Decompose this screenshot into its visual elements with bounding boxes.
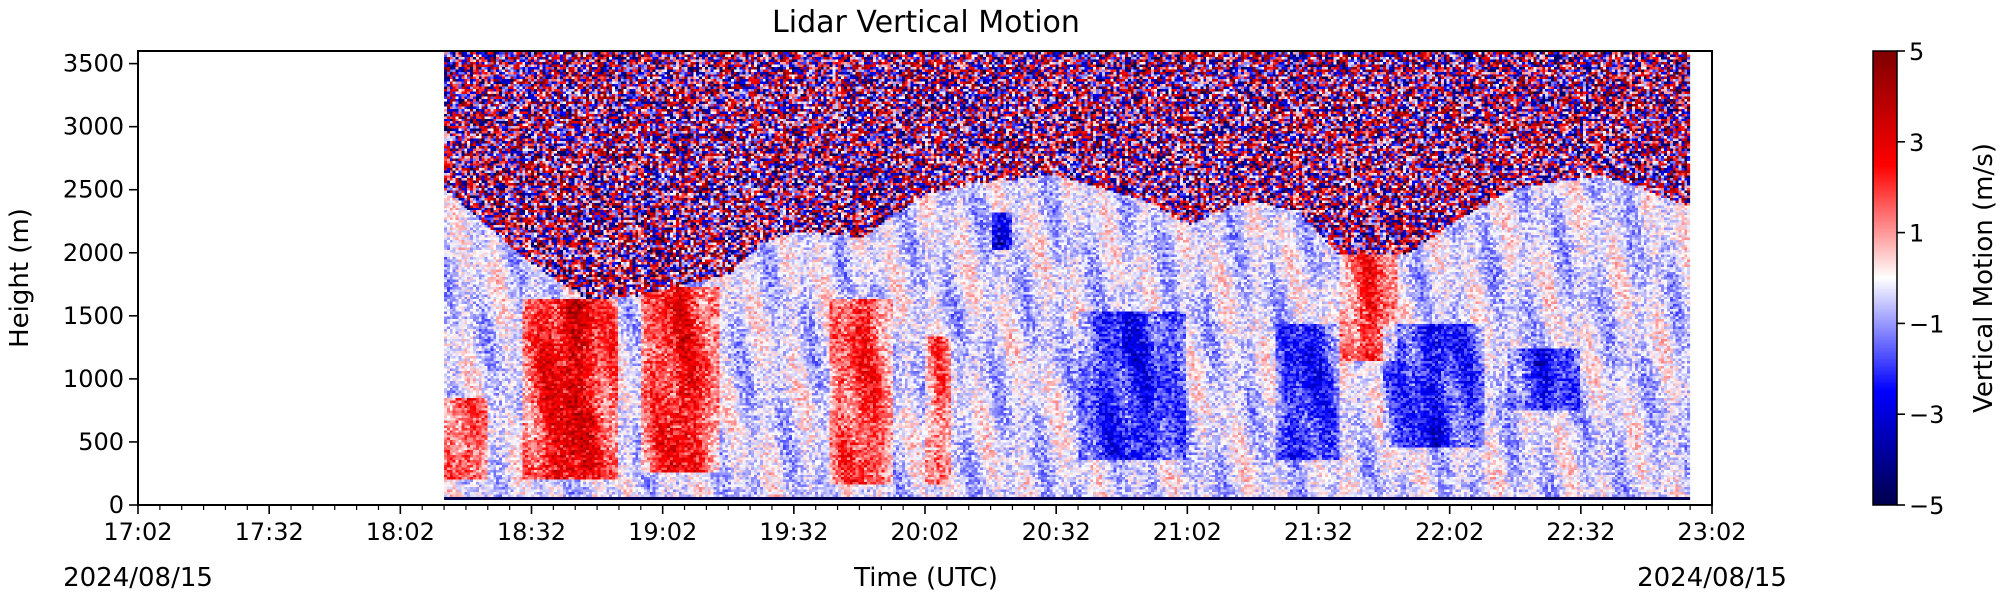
colorbar-frame [1872, 50, 1898, 506]
colorbar-tick-label: −1 [1909, 310, 1944, 338]
x-tick-label: 18:32 [497, 518, 566, 546]
x-tick-label: 22:32 [1546, 518, 1615, 546]
y-tick-label: 0 [109, 491, 124, 519]
colorbar-tick-label: −3 [1909, 401, 1944, 429]
heatmap-cells [444, 52, 1691, 497]
x-tick-label: 21:02 [1153, 518, 1222, 546]
colorbar-tick-label: 1 [1909, 220, 1924, 248]
colorbar-gradient [1873, 51, 1897, 505]
colorbar-tick-label: −5 [1909, 492, 1944, 520]
date-label-left: 2024/08/15 [63, 563, 213, 593]
x-tick-label: 19:32 [759, 518, 828, 546]
y-tick-label: 3000 [63, 113, 124, 141]
x-tick-label: 17:02 [103, 518, 172, 546]
y-tick-label: 2000 [63, 239, 124, 267]
x-tick-label: 20:02 [890, 518, 959, 546]
lowest-gate-band [444, 497, 1691, 500]
colorbar-tick-label: 3 [1909, 129, 1924, 157]
x-axis-label: Time (UTC) [853, 563, 998, 593]
x-tick-label: 19:02 [628, 518, 697, 546]
y-tick-label: 1500 [63, 302, 124, 330]
y-tick-label: 3500 [63, 50, 124, 78]
y-axis: 0 500 1000 1500 2000 2500 3000 3500 [63, 50, 138, 519]
y-tick-label: 2500 [63, 176, 124, 204]
x-axis: 17:02 17:32 18:02 18:32 19:02 19:32 20:02 20:32… [103, 505, 1747, 546]
x-tick-label: 18:02 [366, 518, 435, 546]
x-tick-label: 21:32 [1284, 518, 1353, 546]
colorbar-tick-label: 5 [1909, 38, 1924, 66]
x-tick-label: 22:02 [1415, 518, 1484, 546]
x-tick-label: 23:02 [1677, 518, 1746, 546]
y-tick-label: 500 [78, 428, 124, 456]
chart-title: Lidar Vertical Motion [772, 5, 1080, 40]
lowest-range-gate-strip [444, 497, 1691, 500]
colorbar-label: Vertical Motion (m/s) [1969, 143, 1999, 413]
x-tick-label: 20:32 [1022, 518, 1091, 546]
y-tick-label: 1000 [63, 365, 124, 393]
plot-area [137, 50, 1713, 506]
colorbar-ticks: 5 3 1 −1 −3 −5 [1897, 38, 1944, 520]
x-tick-label: 17:32 [235, 518, 304, 546]
y-axis-label: Height (m) [5, 208, 35, 348]
date-label-right: 2024/08/15 [1637, 563, 1787, 593]
colorbar: 5 3 1 −1 −3 −5 Vertical Motion (m/s) [1872, 38, 1999, 520]
